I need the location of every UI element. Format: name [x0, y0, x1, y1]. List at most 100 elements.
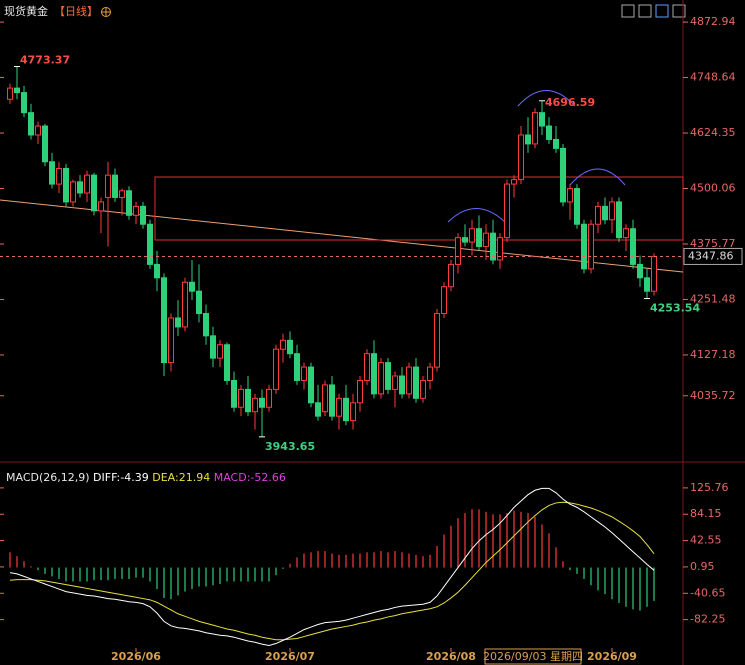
- candle-body: [175, 317, 181, 328]
- candle-body: [56, 167, 62, 185]
- y-tick-label: 4375.77: [690, 237, 736, 250]
- tool-button[interactable]: [672, 4, 686, 18]
- candle-body: [609, 201, 615, 221]
- candle-body: [70, 181, 76, 203]
- candle-body: [539, 112, 545, 127]
- candle-body: [315, 402, 321, 417]
- tool-button[interactable]: [638, 4, 652, 18]
- arc: [569, 168, 626, 186]
- toolbar: [621, 4, 686, 18]
- candle-body: [98, 201, 104, 212]
- candle-body: [420, 379, 426, 399]
- dea-line: [9, 501, 655, 641]
- candle-body: [266, 388, 272, 408]
- y-tick-label: 4872.94: [690, 15, 736, 28]
- trend-line: [0, 199, 684, 273]
- candle-body: [490, 232, 496, 261]
- low-label: 4253.54: [650, 302, 700, 315]
- candle-body: [280, 339, 286, 350]
- candle-body: [168, 317, 174, 364]
- candle-body: [287, 339, 293, 355]
- x-tick-label: 2026/06: [111, 650, 161, 663]
- macd-title: MACD(26,12,9): [6, 471, 90, 484]
- period[interactable]: 【日线】: [54, 4, 98, 18]
- y-tick-label: 4127.18: [690, 348, 736, 361]
- candle-body: [616, 201, 622, 239]
- y-tick-label: 4500.06: [690, 182, 736, 195]
- candle-body: [357, 379, 363, 404]
- macd-value: -52.66: [250, 471, 285, 484]
- candle-body: [7, 87, 13, 100]
- y-tick-label: 4624.35: [690, 126, 736, 139]
- candle-body: [336, 397, 342, 417]
- x-tick-label: 2026/09: [587, 650, 637, 663]
- chart-title: 现货黄金: [4, 4, 48, 18]
- candle-body: [203, 313, 209, 337]
- candle-body: [140, 205, 146, 225]
- candle-body: [343, 397, 349, 422]
- arc: [447, 208, 506, 223]
- candle-body: [28, 112, 34, 136]
- candle-body: [518, 134, 524, 181]
- y-tick-label: 4035.72: [690, 389, 736, 402]
- y-tick-label: 42.55: [690, 534, 722, 547]
- candle-body: [189, 281, 195, 292]
- y-tick-label: 4251.48: [690, 292, 736, 305]
- candle-body: [42, 125, 48, 163]
- y-tick-label: 0.95: [690, 560, 715, 573]
- candle-body: [154, 263, 160, 279]
- candle-body: [378, 362, 384, 395]
- high-label: 4773.37: [20, 54, 70, 67]
- candle-body: [133, 205, 139, 216]
- macd-legend: MACD(26,12,9) DIFF:-4.39 DEA:21.94 MACD:…: [6, 471, 286, 484]
- candle-body: [406, 366, 412, 395]
- tool-button[interactable]: [655, 4, 669, 18]
- candle-body: [483, 232, 489, 248]
- x-tick-label: 2026/08: [426, 650, 476, 663]
- y-tick-label: -82.25: [690, 613, 725, 626]
- tool-button[interactable]: [621, 4, 635, 18]
- candle-body: [525, 134, 531, 145]
- candle-body: [595, 205, 601, 225]
- diff-label: DIFF:: [93, 471, 120, 484]
- candle-body: [385, 362, 391, 390]
- high-label: 4696.59: [545, 96, 595, 109]
- candle-body: [161, 277, 167, 364]
- candle-body: [574, 188, 580, 225]
- candle-body: [119, 190, 125, 198]
- candle-body: [462, 237, 468, 243]
- candle-body: [21, 92, 27, 114]
- candle-body: [14, 87, 20, 94]
- low-label: 3943.65: [265, 440, 315, 453]
- candle-body: [427, 366, 433, 381]
- candle-body: [371, 353, 377, 395]
- candle-body: [126, 190, 132, 216]
- candle-body: [147, 223, 153, 265]
- y-tick-label: 4748.64: [690, 71, 736, 84]
- last-price-label: 4347.86: [688, 249, 734, 262]
- arc: [517, 90, 576, 107]
- candle-body: [455, 237, 461, 265]
- crosshair-date: 2026/09/03 星期四: [483, 650, 583, 663]
- candle-body: [91, 174, 97, 212]
- candle-body: [259, 397, 265, 408]
- dea-value: 21.94: [179, 471, 211, 484]
- candle-body: [588, 223, 594, 270]
- candle-body: [77, 181, 83, 194]
- candle-body: [399, 375, 405, 395]
- candle-body: [182, 281, 188, 328]
- candle-body: [497, 237, 503, 261]
- y-tick-label: -40.65: [690, 586, 725, 599]
- candle-body: [273, 348, 279, 390]
- candle-body: [301, 366, 307, 381]
- candle-body: [413, 366, 419, 399]
- add-icon[interactable]: [101, 7, 111, 17]
- range-box: [154, 176, 684, 241]
- candle-body: [511, 179, 517, 185]
- candle-body: [294, 353, 300, 381]
- candle-body: [476, 228, 482, 248]
- candle-body: [112, 174, 118, 198]
- candle-body: [392, 375, 398, 390]
- candle-body: [644, 277, 650, 292]
